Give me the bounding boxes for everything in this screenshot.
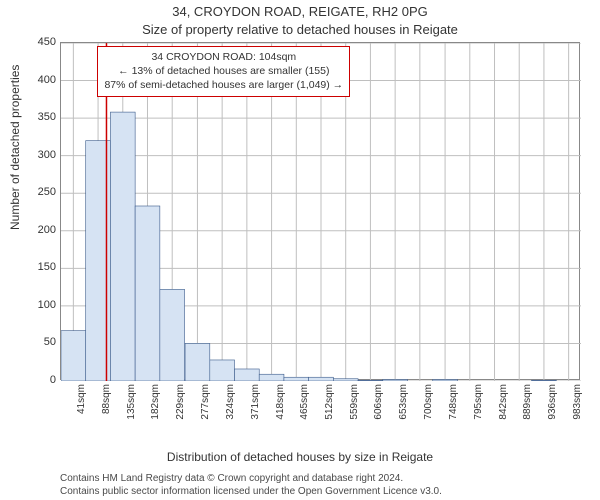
x-tick-label: 889sqm <box>522 384 533 424</box>
y-tick-label: 0 <box>16 374 56 386</box>
x-tick-label: 41sqm <box>76 384 87 424</box>
histogram-bar <box>309 377 334 381</box>
histogram-bar <box>333 379 358 381</box>
x-tick-label: 88sqm <box>101 384 112 424</box>
y-tick-label: 150 <box>16 261 56 273</box>
marker-annotation: 34 CROYDON ROAD: 104sqm ← 13% of detache… <box>97 46 350 97</box>
histogram-bar <box>235 369 260 381</box>
y-tick-label: 50 <box>16 336 56 348</box>
y-tick-label: 300 <box>16 149 56 161</box>
x-axis-label: Distribution of detached houses by size … <box>0 450 600 464</box>
histogram-bar <box>259 374 284 381</box>
x-tick-label: 277sqm <box>200 384 211 424</box>
histogram-bar <box>532 380 557 381</box>
histogram-bar <box>210 360 235 381</box>
y-tick-label: 350 <box>16 111 56 123</box>
x-tick-label: 418sqm <box>275 384 286 424</box>
x-tick-label: 182sqm <box>150 384 161 424</box>
x-tick-label: 700sqm <box>423 384 434 424</box>
x-tick-label: 135sqm <box>126 384 137 424</box>
footnote: Contains HM Land Registry data © Crown c… <box>60 473 442 498</box>
x-tick-label: 606sqm <box>373 384 384 424</box>
histogram-bar <box>185 343 210 381</box>
x-tick-label: 795sqm <box>473 384 484 424</box>
x-tick-label: 324sqm <box>225 384 236 424</box>
histogram-bar <box>358 380 383 381</box>
x-tick-label: 512sqm <box>324 384 335 424</box>
histogram-bar <box>284 377 309 381</box>
footnote-line-1: Contains HM Land Registry data © Crown c… <box>60 473 442 486</box>
y-tick-label: 450 <box>16 36 56 48</box>
chart-title: Size of property relative to detached ho… <box>0 22 600 37</box>
x-tick-label: 465sqm <box>299 384 310 424</box>
histogram-bar <box>110 112 135 381</box>
histogram-bar <box>135 206 160 381</box>
x-tick-label: 983sqm <box>572 384 583 424</box>
x-tick-label: 371sqm <box>250 384 261 424</box>
y-tick-label: 100 <box>16 299 56 311</box>
histogram-bar <box>61 331 86 381</box>
annotation-line-2: ← 13% of detached houses are smaller (15… <box>104 64 343 78</box>
y-axis-label: Number of detached properties <box>8 65 22 230</box>
chart-container: 34, CROYDON ROAD, REIGATE, RH2 0PG Size … <box>0 0 600 500</box>
histogram-bar <box>160 289 185 381</box>
super-title: 34, CROYDON ROAD, REIGATE, RH2 0PG <box>0 4 600 19</box>
x-tick-label: 842sqm <box>498 384 509 424</box>
histogram-bar <box>383 379 408 381</box>
x-tick-label: 653sqm <box>398 384 409 424</box>
y-tick-label: 400 <box>16 74 56 86</box>
y-tick-label: 250 <box>16 186 56 198</box>
x-tick-label: 229sqm <box>175 384 186 424</box>
x-tick-label: 748sqm <box>448 384 459 424</box>
y-tick-label: 200 <box>16 224 56 236</box>
x-tick-label: 559sqm <box>349 384 360 424</box>
annotation-line-1: 34 CROYDON ROAD: 104sqm <box>104 50 343 64</box>
annotation-line-3: 87% of semi-detached houses are larger (… <box>104 78 343 92</box>
histogram-bar <box>433 379 458 381</box>
x-tick-label: 936sqm <box>547 384 558 424</box>
footnote-line-2: Contains public sector information licen… <box>60 486 442 499</box>
